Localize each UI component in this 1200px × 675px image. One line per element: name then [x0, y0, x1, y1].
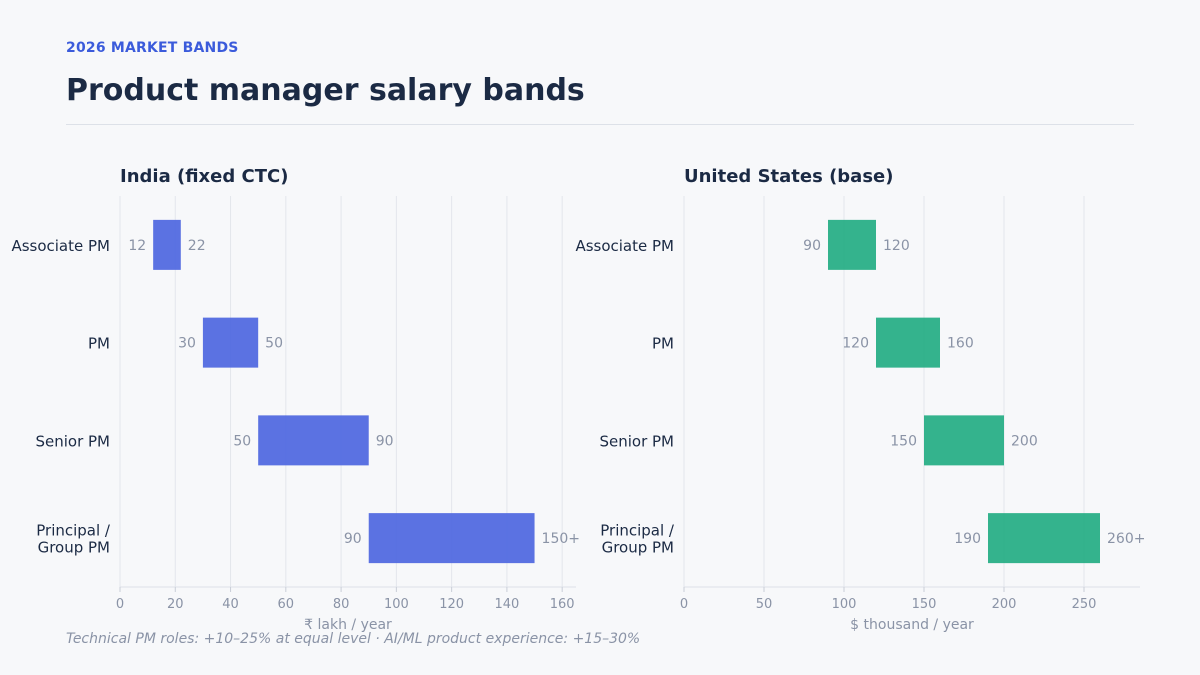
footnote: Technical PM roles: +10–25% at equal lev… [66, 631, 641, 647]
low-value-label-us: 120 [842, 336, 869, 352]
category-label-india: Principal / Group PM [36, 522, 111, 557]
x-tick-label-india: 140 [494, 597, 519, 612]
x-tick-label-india: 60 [278, 597, 295, 612]
bar-us [876, 317, 940, 368]
page-title: Product manager salary bands [66, 73, 585, 108]
category-label-us: Principal / Group PM [600, 522, 675, 557]
high-value-label-india: 50 [265, 336, 283, 352]
x-tick-label-india: 120 [439, 597, 464, 612]
category-label-us: PM [652, 335, 674, 353]
x-tick-label-us: 100 [832, 597, 857, 612]
x-tick-label-india: 160 [550, 597, 575, 612]
high-value-label-india: 22 [188, 238, 206, 254]
bar-india [153, 219, 181, 270]
chart-title-india: India (fixed CTC) [120, 166, 288, 187]
high-value-label-us: 120 [883, 238, 910, 254]
high-value-label-us: 260+ [1107, 531, 1145, 547]
x-tick-label-us: 0 [680, 597, 688, 612]
bar-us [828, 219, 876, 270]
category-label-india: Senior PM [35, 432, 110, 450]
low-value-label-india: 90 [344, 531, 362, 547]
x-axis-title-india: ₹ lakh / year [304, 617, 392, 633]
category-label-india: Associate PM [11, 237, 110, 255]
bar-us [988, 513, 1100, 564]
title-divider [66, 124, 1134, 125]
x-tick-label-india: 40 [222, 597, 239, 612]
x-tick-label-india: 100 [384, 597, 409, 612]
low-value-label-india: 12 [128, 238, 146, 254]
chart-title-us: United States (base) [684, 166, 893, 187]
bar-us [924, 415, 1004, 466]
x-tick-label-us: 200 [992, 597, 1017, 612]
low-value-label-us: 190 [954, 531, 981, 547]
category-label-us: Associate PM [575, 237, 674, 255]
low-value-label-india: 50 [233, 433, 251, 449]
high-value-label-india: 150+ [542, 531, 580, 547]
x-tick-label-us: 150 [912, 597, 937, 612]
x-axis-title-us: $ thousand / year [850, 617, 974, 633]
x-tick-label-india: 20 [167, 597, 184, 612]
high-value-label-us: 200 [1011, 433, 1038, 449]
high-value-label-us: 160 [947, 336, 974, 352]
category-label-india: PM [88, 335, 110, 353]
x-tick-label-us: 50 [756, 597, 773, 612]
high-value-label-india: 90 [376, 433, 394, 449]
bar-india [202, 317, 259, 368]
bar-india [368, 513, 535, 564]
x-tick-label-us: 250 [1072, 597, 1097, 612]
x-tick-label-india: 0 [116, 597, 124, 612]
eyebrow-label: 2026 MARKET BANDS [66, 40, 239, 56]
low-value-label-us: 90 [803, 238, 821, 254]
x-tick-label-india: 80 [333, 597, 350, 612]
bar-india [258, 415, 369, 466]
category-label-us: Senior PM [599, 432, 674, 450]
low-value-label-us: 150 [890, 433, 917, 449]
low-value-label-india: 30 [178, 336, 196, 352]
